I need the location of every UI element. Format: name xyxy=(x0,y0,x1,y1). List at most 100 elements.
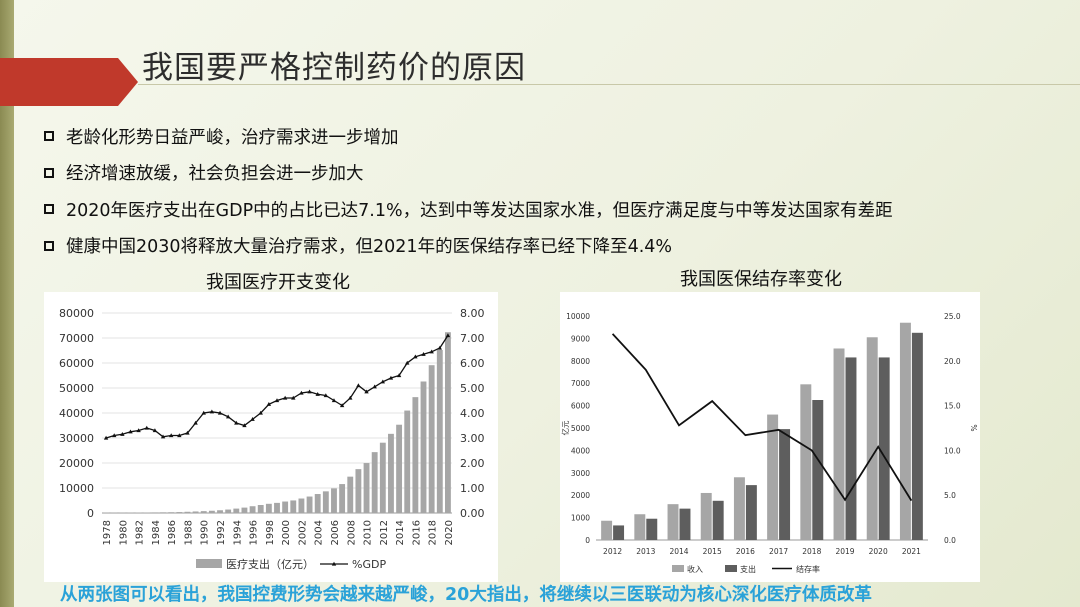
income-bar xyxy=(800,384,812,540)
bar xyxy=(176,512,183,513)
x-axis-tick-label: 2008 xyxy=(346,520,357,545)
bar xyxy=(184,511,191,513)
expense-bar xyxy=(712,500,724,540)
legend-label: 医疗支出（亿元） xyxy=(226,557,314,571)
bar xyxy=(331,488,337,513)
bar xyxy=(217,510,223,513)
x-axis-tick-label: 1992 xyxy=(216,520,227,545)
gdp-share-point xyxy=(331,398,337,403)
left-axis-tick-label: 3000 xyxy=(571,469,590,478)
bar xyxy=(282,501,289,513)
left-axis-tick-label: 20000 xyxy=(59,457,94,470)
x-axis-tick-label: 1988 xyxy=(183,520,194,545)
bullet-list: 老龄化形势日益严峻，治疗需求进一步增加 经济增速放缓，社会负担会进一步加大 20… xyxy=(44,118,1074,264)
gdp-share-point xyxy=(274,398,280,403)
bar xyxy=(274,502,280,513)
right-axis-tick-label: 25.0 xyxy=(944,312,961,321)
gdp-share-point xyxy=(437,345,442,350)
medical-expense-chart: 0 10000 20000 30000 40000 50000 60000 70000 8000… xyxy=(59,307,485,571)
bar xyxy=(428,365,435,513)
left-axis-tick-label: 80000 xyxy=(59,307,94,320)
left-decor-strip xyxy=(0,0,14,607)
bar xyxy=(225,509,232,513)
bullet-text: 经济增速放缓，社会负担会进一步加大 xyxy=(66,164,364,185)
income-bar xyxy=(601,520,613,540)
gdp-share-point xyxy=(413,354,418,359)
gdp-share-point xyxy=(266,402,272,406)
bullet-item: 经济增速放缓，社会负担会进一步加大 xyxy=(44,155,1074,192)
bar xyxy=(265,503,272,513)
legend-swatch-marker xyxy=(331,561,337,566)
expense-bar xyxy=(779,429,791,540)
bar xyxy=(339,484,346,513)
left-axis-tick-label: 0 xyxy=(585,536,590,545)
x-axis-tick-label: 2012 xyxy=(379,520,390,545)
x-axis-tick-label: 1990 xyxy=(200,520,211,545)
right-axis-tick-label: 3.00 xyxy=(460,432,485,445)
gdp-share-point xyxy=(217,410,223,415)
x-axis-tick-label: 1986 xyxy=(167,520,178,545)
x-axis-tick-label: 2000 xyxy=(281,520,292,545)
square-bullet-icon xyxy=(44,131,54,142)
right-axis-tick-label: 8.00 xyxy=(460,307,485,320)
left-axis-tick-label: 10000 xyxy=(566,312,590,321)
right-axis-tick-label: 2.00 xyxy=(460,457,485,470)
gdp-share-point xyxy=(396,373,402,378)
bar xyxy=(168,512,175,513)
x-axis-tick-label: 2019 xyxy=(835,547,854,556)
x-axis-tick-label: 2016 xyxy=(736,547,755,556)
left-axis-tick-label: 6000 xyxy=(571,402,590,411)
right-axis-tick-label: 10.0 xyxy=(944,446,961,455)
gdp-share-point xyxy=(225,414,231,419)
x-axis-tick-label: 2014 xyxy=(669,547,688,556)
right-axis-tick-label: 20.0 xyxy=(944,357,961,366)
gdp-share-point xyxy=(120,432,125,436)
x-axis-tick-label: 2017 xyxy=(769,547,788,556)
gdp-share-point xyxy=(136,428,141,433)
gdp-share-point xyxy=(258,410,263,415)
gdp-share-point xyxy=(103,435,109,440)
summary-caption: 从两张图可以看出，我国控费形势会越来越严峻，20大指出，将继续以三医联动为核心深… xyxy=(60,585,872,605)
right-axis-tick-label: 15.0 xyxy=(944,402,961,411)
right-axis-tick-label: 5.0 xyxy=(944,491,956,500)
left-axis-label: 亿元 xyxy=(560,420,570,435)
gdp-share-point xyxy=(152,428,158,433)
bar xyxy=(404,410,411,513)
x-axis-tick-label: 2002 xyxy=(297,520,308,545)
legend-label: 收入 xyxy=(687,564,703,574)
gdp-share-point xyxy=(177,433,182,438)
gdp-share-point xyxy=(282,395,288,400)
left-axis-tick-label: 40000 xyxy=(59,407,94,420)
bullet-item: 2020年医疗支出在GDP中的占比已达7.1%，达到中等发达国家水准，但医疗满足… xyxy=(44,191,1074,228)
gdp-share-point xyxy=(209,409,215,414)
x-axis-tick-label: 2018 xyxy=(802,547,821,556)
right-axis-label: % xyxy=(969,424,978,431)
bar xyxy=(412,397,419,513)
legend-label: %GDP xyxy=(352,558,386,571)
left-axis-tick-label: 1000 xyxy=(571,514,590,523)
left-axis-tick-label: 2000 xyxy=(571,491,590,500)
bar xyxy=(396,424,403,513)
gdp-share-point xyxy=(372,384,377,389)
legend-label: 结存率 xyxy=(796,564,820,574)
left-axis-tick-label: 10000 xyxy=(59,482,94,495)
gdp-share-point xyxy=(323,393,329,398)
income-bar xyxy=(634,514,646,540)
gdp-share-point xyxy=(364,389,369,394)
page-title: 我国要严格控制药价的原因 xyxy=(142,50,526,86)
bar xyxy=(436,350,443,513)
bar xyxy=(160,512,166,513)
right-axis-tick-label: 6.00 xyxy=(460,357,485,370)
chart2-panel: 0 1000 2000 3000 4000 5000 6000 7000 8000 9000 100… xyxy=(560,292,980,582)
x-axis-tick-label: 2018 xyxy=(428,520,439,545)
x-axis-tick-label: 1998 xyxy=(265,520,276,545)
gdp-share-point xyxy=(144,425,149,430)
gdp-share-point xyxy=(356,383,361,388)
square-bullet-icon xyxy=(44,204,54,215)
legend-swatch-income xyxy=(672,565,684,572)
bar xyxy=(363,463,370,513)
gdp-share-point xyxy=(299,390,304,395)
gdp-share-point xyxy=(445,333,451,338)
left-axis-tick-label: 4000 xyxy=(571,446,590,455)
gdp-share-point xyxy=(315,392,320,396)
